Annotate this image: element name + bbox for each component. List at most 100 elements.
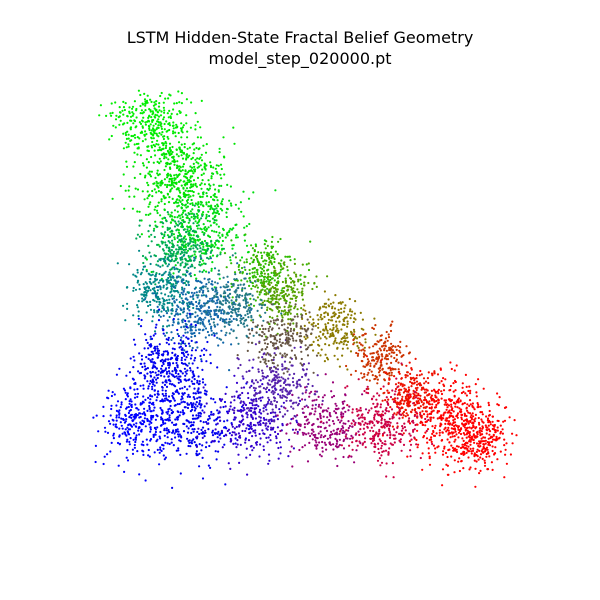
- scatter-point: [255, 284, 258, 287]
- scatter-point: [293, 258, 296, 261]
- scatter-point: [444, 419, 447, 422]
- scatter-point: [391, 425, 394, 428]
- scatter-point: [483, 436, 487, 439]
- scatter-point: [197, 192, 200, 195]
- scatter-point: [172, 156, 175, 159]
- scatter-point: [433, 372, 436, 375]
- scatter-point: [223, 310, 226, 313]
- scatter-point: [170, 152, 173, 156]
- scatter-point: [147, 385, 150, 388]
- scatter-point: [292, 447, 295, 450]
- scatter-point: [183, 342, 187, 345]
- scatter-point: [167, 366, 171, 369]
- scatter-point: [368, 346, 371, 349]
- scatter-point: [175, 148, 178, 151]
- scatter-point: [167, 370, 171, 373]
- scatter-point: [199, 309, 202, 312]
- scatter-point: [238, 304, 241, 307]
- scatter-point: [317, 326, 320, 329]
- scatter-point: [252, 429, 255, 432]
- scatter-point: [128, 440, 131, 443]
- scatter-point: [204, 336, 207, 339]
- scatter-point: [144, 174, 147, 177]
- scatter-point: [427, 371, 430, 374]
- scatter-point: [140, 428, 143, 431]
- scatter-point: [142, 444, 145, 447]
- scatter-point: [385, 362, 388, 365]
- scatter-point: [236, 287, 239, 290]
- scatter-point: [393, 351, 396, 354]
- scatter-point: [199, 406, 202, 409]
- scatter-point: [252, 191, 255, 194]
- scatter-point: [433, 400, 436, 403]
- scatter-point: [193, 266, 196, 269]
- scatter-point: [399, 383, 402, 386]
- scatter-point: [267, 297, 270, 300]
- scatter-point: [161, 392, 164, 396]
- scatter-point: [320, 348, 323, 351]
- scatter-point: [446, 464, 449, 467]
- scatter-point: [136, 210, 139, 213]
- scatter-point: [465, 414, 468, 418]
- scatter-point: [434, 390, 437, 393]
- scatter-point: [363, 353, 366, 356]
- scatter-point: [251, 327, 254, 330]
- scatter-point: [397, 344, 400, 348]
- scatter-point: [275, 290, 279, 293]
- scatter-point: [202, 172, 205, 175]
- scatter-point: [191, 346, 194, 350]
- scatter-point: [472, 415, 475, 418]
- scatter-point: [188, 219, 191, 222]
- scatter-point: [190, 101, 193, 104]
- scatter-point: [167, 364, 170, 367]
- scatter-point: [459, 446, 463, 450]
- scatter-point: [293, 262, 296, 265]
- scatter-point: [179, 313, 182, 316]
- scatter-points: [92, 89, 518, 489]
- scatter-point: [422, 402, 425, 405]
- scatter-point: [235, 313, 238, 316]
- scatter-point: [148, 128, 151, 132]
- scatter-point: [418, 397, 422, 400]
- scatter-point: [452, 431, 455, 434]
- scatter-point: [153, 286, 156, 290]
- scatter-point: [372, 345, 375, 348]
- scatter-point: [460, 408, 463, 411]
- scatter-point: [147, 387, 150, 390]
- scatter-point: [324, 335, 327, 338]
- scatter-point: [170, 294, 174, 297]
- scatter-point: [213, 432, 216, 435]
- scatter-point: [197, 205, 200, 209]
- scatter-point: [216, 323, 219, 326]
- scatter-point: [223, 173, 226, 176]
- scatter-point: [193, 287, 196, 290]
- scatter-point: [151, 195, 154, 198]
- scatter-point: [479, 433, 482, 436]
- scatter-point: [165, 341, 168, 344]
- scatter-point: [308, 321, 311, 324]
- scatter-point: [274, 250, 277, 253]
- scatter-point: [269, 439, 272, 442]
- scatter-point: [169, 278, 173, 281]
- scatter-point: [176, 366, 179, 369]
- scatter-point: [168, 372, 171, 375]
- scatter-point: [127, 189, 130, 192]
- scatter-point: [430, 399, 433, 402]
- scatter-point: [189, 186, 192, 189]
- scatter-point: [203, 277, 206, 280]
- scatter-point: [241, 272, 244, 275]
- scatter-point: [125, 407, 128, 410]
- scatter-point: [469, 419, 472, 423]
- scatter-point: [137, 300, 140, 303]
- scatter-point: [419, 405, 422, 408]
- scatter-point: [451, 423, 454, 426]
- scatter-point: [156, 172, 159, 175]
- scatter-point: [429, 419, 432, 423]
- scatter-point: [393, 356, 396, 360]
- scatter-point: [158, 435, 161, 438]
- scatter-point: [216, 316, 220, 319]
- scatter-point: [178, 234, 181, 237]
- scatter-point: [177, 224, 180, 227]
- scatter-point: [202, 191, 205, 194]
- scatter-point: [213, 332, 216, 335]
